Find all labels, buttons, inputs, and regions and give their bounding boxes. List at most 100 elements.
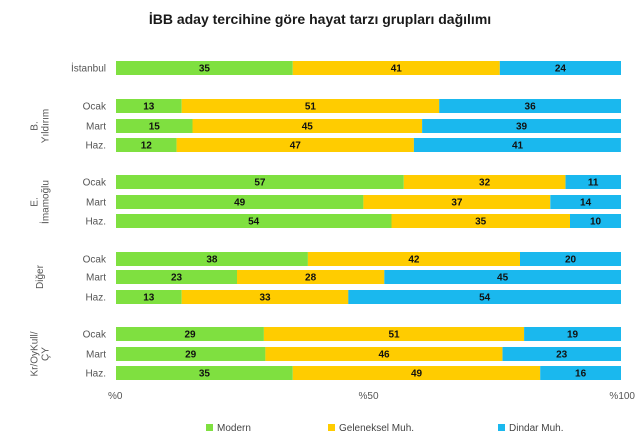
row-label: Haz. <box>85 369 106 380</box>
row-label: Mart <box>86 122 106 133</box>
value-label: 35 <box>199 64 211 75</box>
bar-segment <box>422 119 621 133</box>
value-label: 14 <box>580 198 592 209</box>
value-label: 39 <box>516 122 528 133</box>
value-label: 23 <box>556 350 568 361</box>
bar-segment <box>499 61 621 75</box>
value-label: 49 <box>234 198 246 209</box>
value-label: 42 <box>408 255 420 266</box>
bar-segment <box>565 175 621 189</box>
bar-segment <box>181 99 440 113</box>
value-label: 51 <box>305 102 317 113</box>
value-label: 29 <box>184 330 196 341</box>
value-label: 11 <box>588 178 599 189</box>
row-label: Mart <box>86 198 106 209</box>
bar-segment <box>265 347 503 361</box>
row-label: Haz. <box>85 141 106 152</box>
bar-segment <box>116 214 392 228</box>
bar-segment <box>116 327 264 341</box>
legend: Modern Geleneksel Muh. Dindar Muh. <box>206 423 563 434</box>
row-label: Mart <box>86 350 106 361</box>
bar-segment <box>116 290 182 304</box>
bar-segment <box>116 270 237 284</box>
value-label: 41 <box>391 64 403 75</box>
value-label: 13 <box>143 293 155 304</box>
row-label: Ocak <box>83 330 107 341</box>
value-label: 35 <box>475 217 487 228</box>
legend-label: Geleneksel Muh. <box>339 423 414 434</box>
bar-segment <box>116 195 364 209</box>
value-label: 49 <box>411 369 423 380</box>
chart-title: İBB aday tercihine göre hayat tarzı grup… <box>149 11 491 27</box>
value-label: 54 <box>479 293 491 304</box>
row-label: Ocak <box>83 102 107 113</box>
value-label: 12 <box>141 141 153 152</box>
value-label: 23 <box>171 273 183 284</box>
value-label: 45 <box>302 122 314 133</box>
bar-segment <box>391 214 570 228</box>
bar-segment <box>116 252 308 266</box>
value-label: 36 <box>525 102 537 113</box>
bar-segment <box>292 61 500 75</box>
x-axis: %0 %50 %100 <box>108 391 635 402</box>
bar-segment <box>502 347 621 361</box>
bar-segment <box>540 366 621 380</box>
legend-swatch <box>206 424 213 431</box>
value-label: 38 <box>206 255 218 266</box>
bar-segment <box>550 195 621 209</box>
value-label: 28 <box>305 273 317 284</box>
bar-segment <box>116 61 293 75</box>
bar-segment <box>413 138 621 152</box>
bar-segment <box>570 214 621 228</box>
legend-swatch <box>498 424 505 431</box>
row-label: İstanbul <box>71 62 106 75</box>
bar-segment <box>403 175 566 189</box>
legend-label: Dindar Muh. <box>509 423 563 434</box>
bar-segment <box>116 347 266 361</box>
bar-segment <box>116 119 193 133</box>
labels-layer: İstanbul 35 41 24 B.Yıldırım Ocak 13 51 36 Mart 15… <box>30 62 602 380</box>
bar-segment <box>116 138 177 152</box>
bar-segment <box>116 99 182 113</box>
bar-segment <box>439 99 621 113</box>
value-label: 33 <box>259 293 271 304</box>
bar-segment <box>524 327 621 341</box>
bar-segment <box>181 290 349 304</box>
row-label: Ocak <box>83 255 107 266</box>
value-label: 29 <box>185 350 197 361</box>
bar-segment <box>116 175 404 189</box>
bar-segment <box>176 138 414 152</box>
bar-segment <box>348 290 621 304</box>
bar-segment <box>363 195 551 209</box>
bar-segment <box>520 252 621 266</box>
value-label: 13 <box>143 102 155 113</box>
bar-segment <box>192 119 422 133</box>
value-label: 54 <box>248 217 260 228</box>
bar-segment <box>116 366 293 380</box>
value-label: 51 <box>388 330 400 341</box>
value-label: 57 <box>254 178 266 189</box>
row-label: Haz. <box>85 293 106 304</box>
x-tick-label: %0 <box>108 391 123 402</box>
value-label: 19 <box>567 330 579 341</box>
group-label: B.Yıldırım <box>30 109 52 143</box>
value-label: 16 <box>575 369 587 380</box>
value-label: 10 <box>590 217 602 228</box>
bar-segment <box>263 327 525 341</box>
value-label: 45 <box>497 273 509 284</box>
bar-segment <box>292 366 541 380</box>
row-label: Mart <box>86 273 106 284</box>
group-label: E.İmamoğlu <box>30 180 52 224</box>
bar-segment <box>307 252 520 266</box>
value-label: 20 <box>565 255 577 266</box>
bar-segment <box>384 270 621 284</box>
legend-label: Modern <box>217 423 251 434</box>
value-label: 32 <box>479 178 491 189</box>
value-label: 41 <box>512 141 524 152</box>
bars-layer <box>116 61 621 380</box>
value-label: 35 <box>199 369 211 380</box>
x-tick-label: %100 <box>609 391 635 402</box>
value-label: 15 <box>149 122 161 133</box>
value-label: 47 <box>290 141 302 152</box>
